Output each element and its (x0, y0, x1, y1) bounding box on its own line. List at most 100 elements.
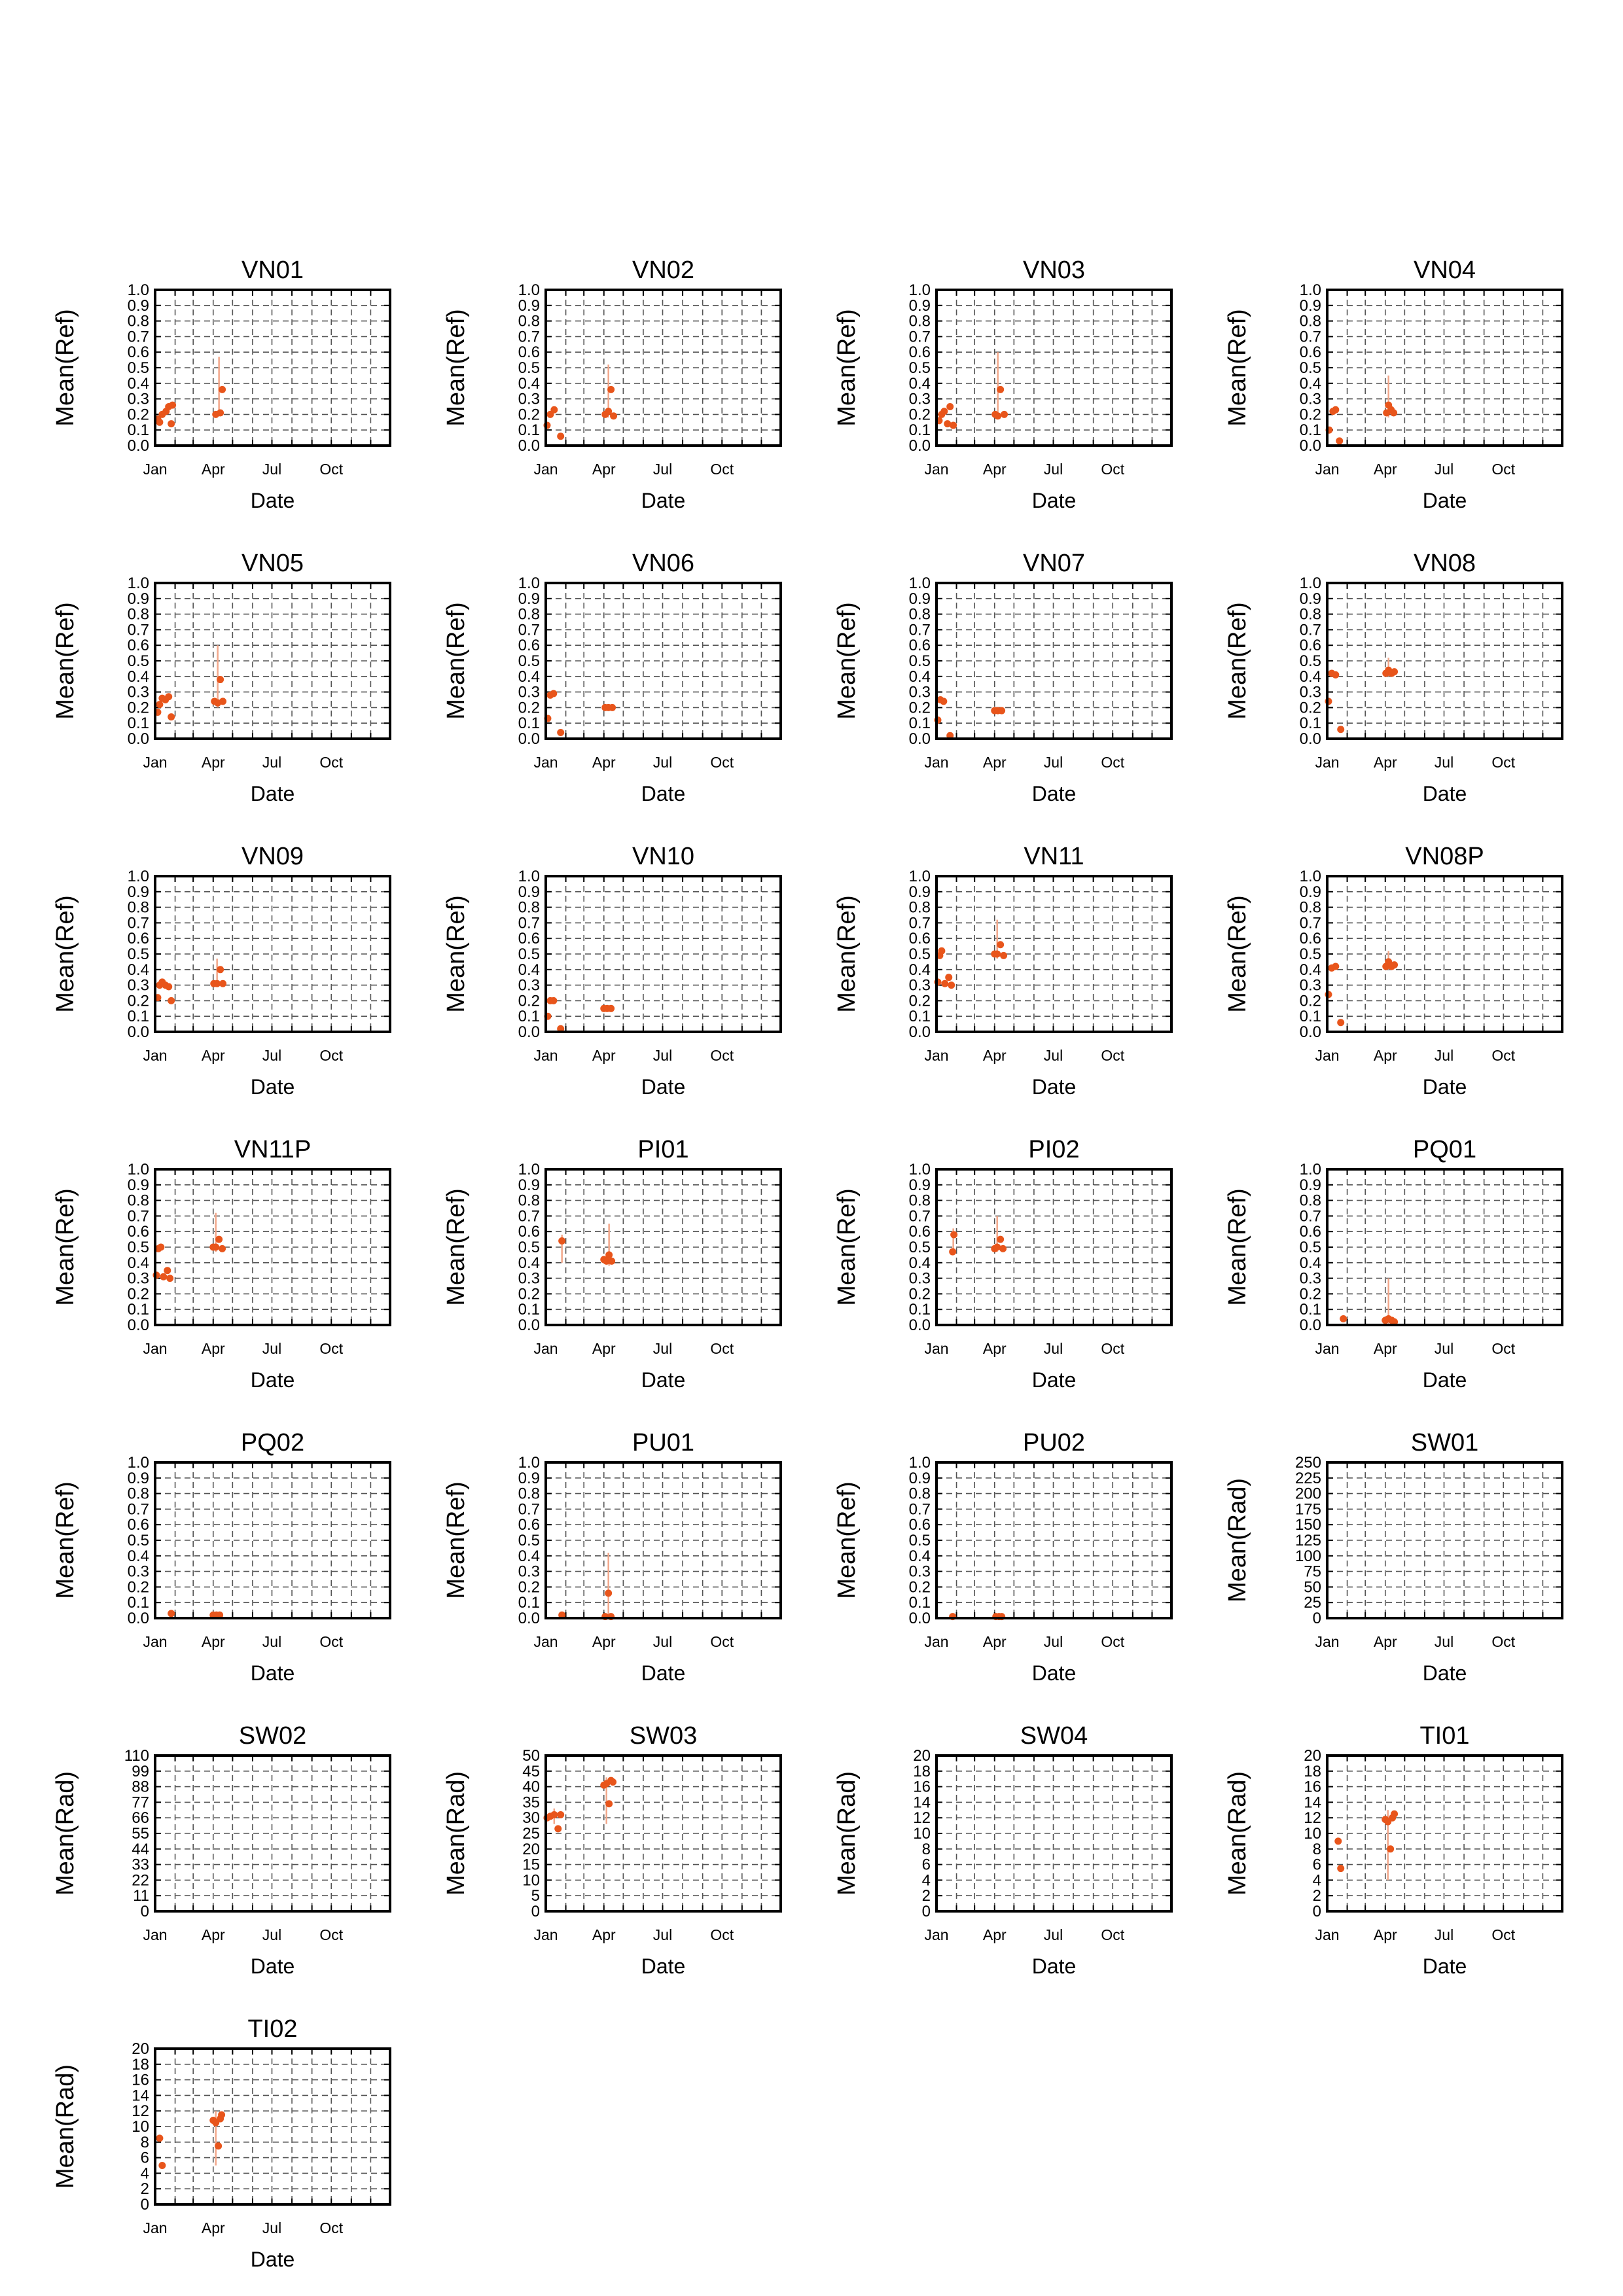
data-point (1391, 961, 1399, 969)
y-tick-label: 0.6 (128, 344, 149, 361)
y-tick-label: 0.9 (518, 297, 540, 315)
y-tick-label: 0.8 (128, 1485, 149, 1503)
x-tick-label: Apr (983, 461, 1007, 478)
y-tick-label: 0.4 (1300, 668, 1321, 686)
y-tick-label: 0.7 (128, 621, 149, 639)
data-point (1387, 1845, 1395, 1853)
data-point (219, 385, 226, 393)
x-tick-label: Jul (1044, 1633, 1063, 1650)
y-tick-label: 0.8 (518, 606, 540, 624)
y-tick-label: 0.2 (518, 406, 540, 423)
x-tick-label: Jan (1315, 1340, 1339, 1357)
y-tick-label: 0.2 (128, 992, 149, 1010)
x-axis-label: Date (1423, 1075, 1467, 1099)
x-tick-label: Jul (653, 1633, 672, 1650)
data-point (1337, 1865, 1345, 1873)
plot-frame (544, 875, 782, 1033)
y-tick-label: 0.7 (518, 328, 540, 345)
x-tick-label: Jan (143, 1633, 167, 1650)
x-tick-label: Apr (202, 1340, 225, 1357)
chart-title: PQ01 (1413, 1136, 1476, 1163)
y-tick-label: 0.6 (909, 344, 931, 361)
data-point (1391, 668, 1399, 676)
data-point (605, 1589, 613, 1597)
x-tick-label: Apr (202, 754, 225, 771)
y-tick-label: 0.9 (518, 1470, 540, 1487)
x-axis-label: Date (641, 1661, 686, 1685)
x-tick-label: Apr (592, 1926, 616, 1943)
y-tick-label: 1.0 (128, 574, 149, 592)
y-tick-label: 0.6 (128, 1223, 149, 1241)
x-tick-label: Jan (1315, 1926, 1339, 1943)
chart-pu02: PU02 0.00.10.20.30.40.50.60.70.80.91.0 Jan… (833, 1429, 1173, 1685)
data-point (215, 1235, 223, 1243)
data-point (940, 408, 948, 415)
y-tick-label: 0.1 (1300, 715, 1321, 732)
y-tick-label: 0 (141, 1903, 149, 1920)
x-tick-label: Apr (202, 1047, 225, 1064)
y-tick-label: 0.4 (518, 1547, 540, 1565)
y-tick-label: 0.8 (518, 1192, 540, 1210)
y-tick-label: 0.9 (1300, 1176, 1321, 1194)
data-point (212, 1243, 220, 1251)
y-tick-label: 0.7 (909, 621, 931, 639)
y-tick-label: 4 (922, 1871, 931, 1889)
y-tick-label: 100 (1295, 1547, 1321, 1565)
x-tick-label: Jul (1435, 1047, 1454, 1064)
x-tick-label: Jul (262, 461, 281, 478)
y-axis-label: Mean(Ref) (833, 895, 861, 1013)
data-point (160, 1273, 168, 1280)
y-tick-label: 0.3 (518, 1563, 540, 1581)
y-tick-label: 0.9 (1300, 590, 1321, 608)
data-point (1336, 437, 1344, 445)
y-tick-label: 6 (1313, 1856, 1321, 1874)
y-tick-label: 0.2 (518, 992, 540, 1010)
y-tick-label: 0.0 (1300, 1316, 1321, 1334)
y-tick-label: 4 (141, 2164, 149, 2182)
y-tick-label: 18 (1304, 1763, 1321, 1780)
y-tick-label: 0.6 (909, 930, 931, 947)
x-tick-label: Jul (262, 2219, 281, 2236)
y-tick-label: 88 (132, 1778, 149, 1796)
y-tick-label: 0.2 (909, 992, 931, 1010)
chart-vn01: VN01 0.00.10.20.30.40.50.60.70.80.91.0 Jan… (52, 256, 391, 512)
y-tick-label: 0.7 (1300, 621, 1321, 639)
x-axis-label: Date (1032, 1954, 1077, 1978)
y-tick-label: 0.6 (518, 637, 540, 654)
chart-vn03: VN03 0.00.10.20.30.40.50.60.70.80.91.0 Jan… (833, 256, 1173, 512)
chart-vn11p: VN11P 0.00.10.20.30.40.50.60.70.80.91.0 Ja… (52, 1136, 391, 1392)
y-tick-label: 0.0 (909, 1316, 931, 1334)
y-axis-label: Mean(Ref) (52, 1481, 79, 1599)
y-axis-label: Mean(Ref) (52, 309, 79, 427)
y-tick-label: 0.8 (1300, 313, 1321, 330)
x-tick-label: Jan (924, 1340, 948, 1357)
x-tick-label: Jul (1435, 1633, 1454, 1650)
plot-frame (935, 289, 1173, 447)
y-tick-label: 0.4 (1300, 375, 1321, 393)
x-tick-label: Oct (1491, 1926, 1515, 1943)
data-point (558, 1611, 566, 1619)
x-tick-label: Jan (533, 754, 558, 771)
chart-title: SW04 (1020, 1722, 1088, 1750)
x-axis-label: Date (641, 489, 686, 512)
y-tick-label: 0 (531, 1903, 540, 1920)
y-tick-label: 16 (913, 1778, 931, 1796)
chart-pi01: PI01 0.00.10.20.30.40.50.60.70.80.91.0 Jan… (442, 1136, 782, 1392)
y-tick-label: 0.0 (1300, 437, 1321, 455)
y-tick-label: 0.8 (128, 313, 149, 330)
x-tick-label: Jan (143, 461, 167, 478)
chart-vn02: VN02 0.00.10.20.30.40.50.60.70.80.91.0 Jan… (442, 256, 782, 512)
y-tick-label: 0.9 (128, 1470, 149, 1487)
y-tick-label: 0.8 (128, 606, 149, 624)
data-point (156, 2134, 164, 2142)
y-tick-label: 22 (132, 1871, 149, 1889)
y-tick-label: 33 (132, 1856, 149, 1874)
x-tick-label: Apr (983, 1340, 1007, 1357)
data-point (607, 1004, 615, 1012)
x-tick-label: Jul (1044, 461, 1063, 478)
data-point (219, 1245, 226, 1252)
y-tick-label: 0.9 (909, 590, 931, 608)
y-tick-label: 10 (913, 1825, 931, 1843)
y-tick-label: 55 (132, 1825, 149, 1843)
